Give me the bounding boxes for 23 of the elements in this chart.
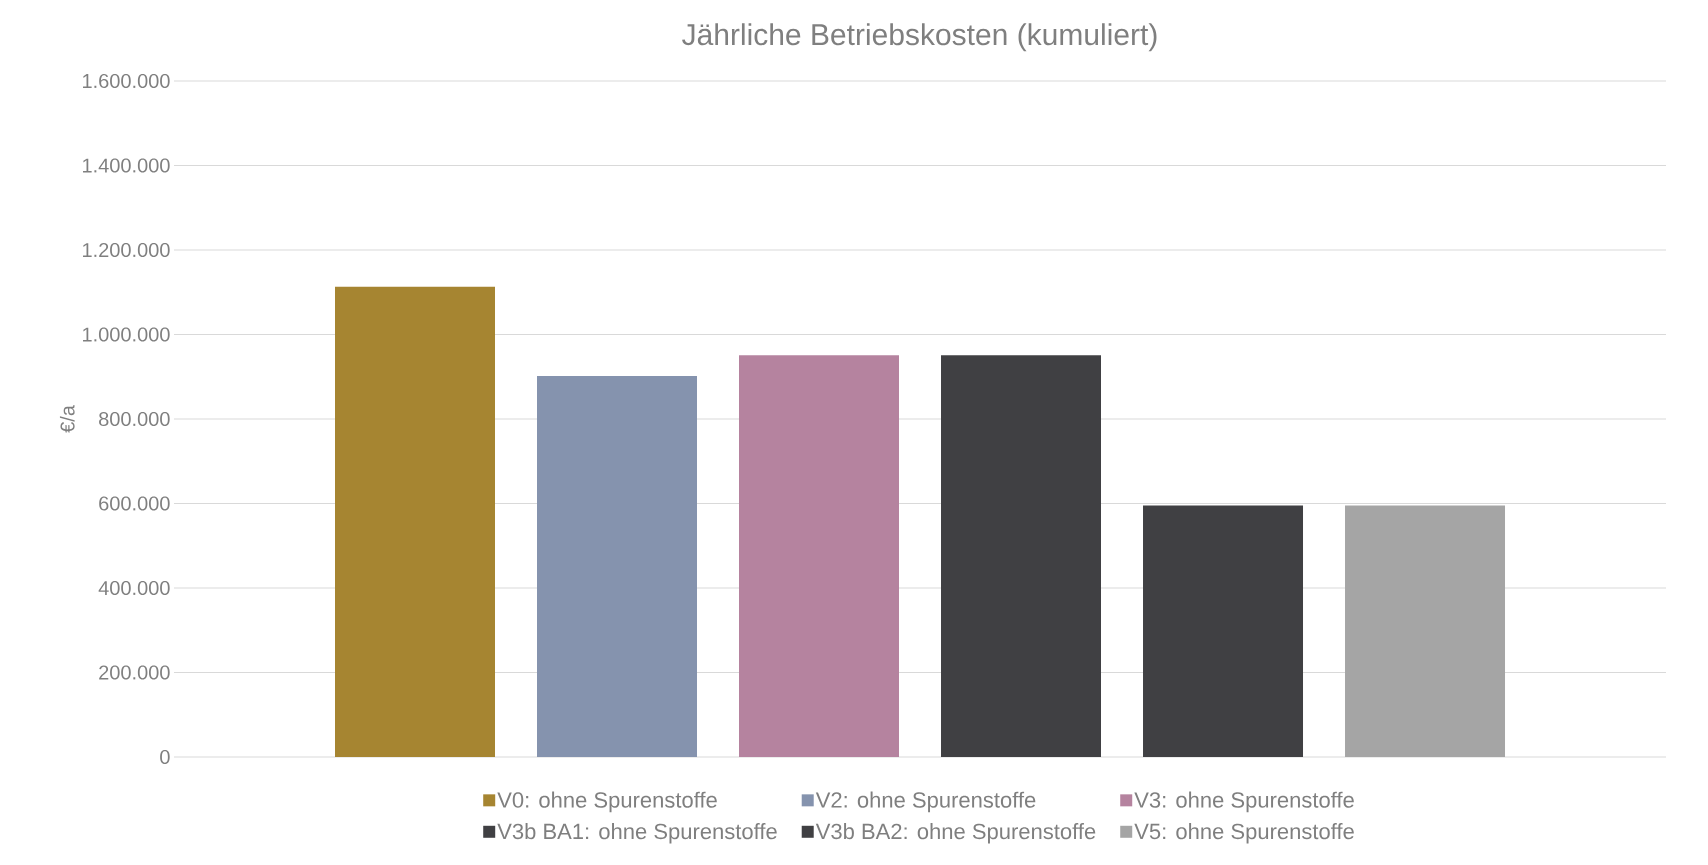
- chart-title: Jährliche Betriebskosten (kumuliert): [682, 23, 1157, 52]
- y-tick-label: 800.000: [99, 411, 170, 427]
- bar: [1345, 505, 1506, 757]
- bar: [739, 355, 900, 757]
- bar: [941, 355, 1102, 757]
- legend-label: V3b BA2: ohne Spurenstoffe: [815, 823, 1096, 844]
- y-tick-label: 1.200.000: [83, 242, 170, 258]
- bar: [537, 375, 698, 757]
- y-tick-label: 1.400.000: [83, 158, 170, 173]
- y-tick-label: 600.000: [99, 496, 170, 511]
- legend-label: V2: ohne Spurenstoffe: [815, 791, 1036, 813]
- y-tick-label: 400.000: [98, 580, 170, 596]
- bar: [335, 286, 496, 757]
- legend-label: V3: ohne Spurenstoffe: [1134, 791, 1354, 813]
- y-tick-label: 200.000: [99, 665, 170, 680]
- y-tick-label: 1.600.000: [83, 73, 170, 89]
- legend-label: V3b BA1: ohne Spurenstoffe: [497, 823, 777, 844]
- y-tick-label: 1.000.000: [83, 327, 170, 342]
- bar: [1143, 505, 1304, 757]
- legend-label: V5: ohne Spurenstoffe: [1134, 823, 1354, 844]
- y-tick-label: 0: [160, 749, 170, 765]
- legend-label: V0: ohne Spurenstoffe: [497, 791, 717, 813]
- y-axis-title: €/a: [59, 405, 75, 433]
